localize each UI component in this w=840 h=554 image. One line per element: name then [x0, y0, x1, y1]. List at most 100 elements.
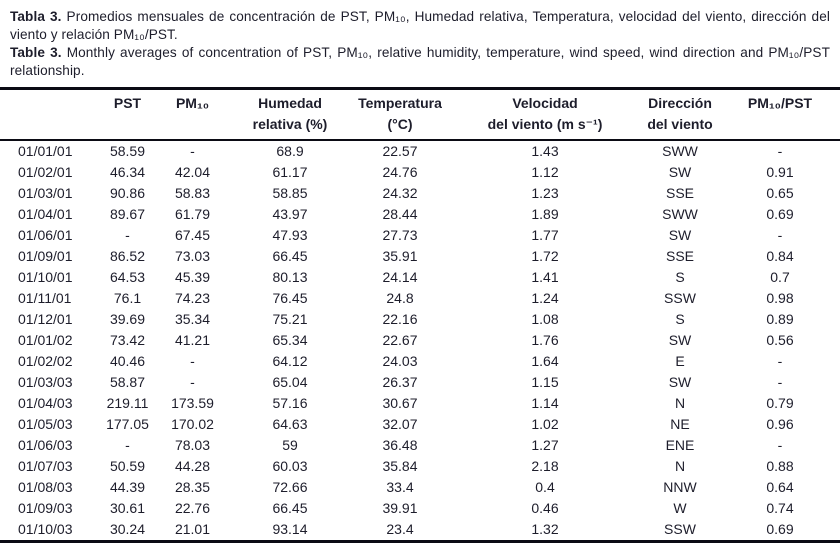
wind-speed-cell: 0.46: [531, 500, 559, 516]
caption-spanish: Tabla 3. Promedios mensuales de concentr…: [10, 0, 830, 44]
ratio-cell: 0.7: [770, 269, 790, 285]
table-row: 01/07/03 50.59 44.28 60.03 35.84 2.18 N …: [0, 456, 840, 477]
temperature-cell: 28.44: [382, 206, 418, 222]
date-cell: 01/03/03: [18, 374, 73, 390]
humidity-cell: 57.16: [272, 395, 308, 411]
temperature-cell: 24.8: [386, 290, 414, 306]
table-row: 01/02/01 46.34 42.04 61.17 24.76 1.12 SW…: [0, 162, 840, 183]
wind-speed-cell: 1.14: [531, 395, 559, 411]
pm10-cell: -: [190, 143, 195, 159]
date-cell: 01/06/03: [18, 437, 73, 453]
pst-cell: 40.46: [109, 353, 146, 369]
table-row: 01/11/01 76.1 74.23 76.45 24.8 1.24 SSW …: [0, 288, 840, 309]
wind-direction-cell: SSE: [665, 185, 694, 201]
table-row: 01/01/02 73.42 41.21 65.34 22.67 1.76 SW…: [0, 330, 840, 351]
pm10-cell: 61.79: [174, 206, 211, 222]
wind-direction-cell: N: [674, 458, 686, 474]
header-pst: PST: [100, 88, 155, 141]
header-wind-speed: Velocidad del viento (m s⁻¹): [450, 88, 640, 141]
temperature-cell: 32.07: [382, 416, 418, 432]
humidity-cell: 43.97: [272, 206, 308, 222]
pst-cell: 64.53: [109, 269, 146, 285]
wind-speed-cell: 1.77: [531, 227, 559, 243]
pst-cell: 30.61: [109, 500, 146, 516]
date-cell: 01/09/03: [18, 500, 73, 516]
temperature-cell: 35.91: [382, 248, 418, 264]
pm10-cell: 173.59: [171, 395, 214, 411]
pm10-cell: -: [190, 353, 195, 369]
humidity-cell: 59: [282, 437, 298, 453]
ratio-cell: 0.56: [766, 332, 794, 348]
header-date: [0, 88, 100, 141]
wind-speed-cell: 1.41: [531, 269, 559, 285]
date-cell: 01/05/03: [18, 416, 73, 432]
ratio-cell: 0.74: [766, 500, 794, 516]
pst-cell: 44.39: [109, 479, 146, 495]
table-row: 01/02/02 40.46 - 64.12 24.03 1.64 E -: [0, 351, 840, 372]
table-row: 01/03/01 90.86 58.83 58.85 24.32 1.23 SS…: [0, 183, 840, 204]
temperature-cell: 27.73: [382, 227, 418, 243]
pst-cell: -: [125, 227, 130, 243]
temperature-cell: 36.48: [382, 437, 418, 453]
humidity-cell: 64.63: [272, 416, 308, 432]
ratio-cell: 0.64: [766, 479, 794, 495]
table-row: 01/05/03 177.05 170.02 64.63 32.07 1.02 …: [0, 414, 840, 435]
table-row: 01/08/03 44.39 28.35 72.66 33.4 0.4 NNW …: [0, 477, 840, 498]
ratio-cell: 0.79: [766, 395, 794, 411]
wind-speed-cell: 1.08: [531, 311, 559, 327]
pst-cell: 90.86: [109, 185, 146, 201]
wind-direction-cell: SSE: [665, 248, 694, 264]
header-wind-direction: Dirección del viento: [640, 88, 720, 141]
wind-speed-cell: 1.02: [531, 416, 559, 432]
pm10-cell: 73.03: [174, 248, 211, 264]
temperature-cell: 33.4: [386, 479, 414, 495]
date-cell: 01/02/01: [18, 164, 73, 180]
humidity-cell: 76.45: [272, 290, 308, 306]
pst-cell: 86.52: [109, 248, 146, 264]
wind-direction-cell: SW: [668, 227, 692, 243]
humidity-cell: 66.45: [272, 500, 308, 516]
humidity-cell: 75.21: [272, 311, 308, 327]
ratio-cell: 0.69: [766, 206, 794, 222]
wind-speed-cell: 1.24: [531, 290, 559, 306]
pst-cell: 39.69: [109, 311, 146, 327]
wind-speed-cell: 1.89: [531, 206, 559, 222]
pst-cell: 30.24: [109, 521, 146, 537]
pm10-cell: 44.28: [174, 458, 211, 474]
pm10-cell: 78.03: [174, 437, 211, 453]
date-cell: 01/01/02: [18, 332, 73, 348]
temperature-cell: 24.76: [382, 164, 418, 180]
caption-english-label: Table 3.: [10, 45, 62, 60]
date-cell: 01/04/01: [18, 206, 73, 222]
wind-speed-cell: 1.12: [531, 164, 559, 180]
pm10-cell: 74.23: [174, 290, 211, 306]
ratio-cell: 0.96: [766, 416, 794, 432]
date-cell: 01/03/01: [18, 185, 73, 201]
wind-speed-cell: 1.72: [531, 248, 559, 264]
ratio-cell: 0.91: [766, 164, 794, 180]
table-row: 01/10/01 64.53 45.39 80.13 24.14 1.41 S …: [0, 267, 840, 288]
humidity-cell: 93.14: [272, 521, 308, 537]
pm10-cell: -: [190, 374, 195, 390]
humidity-cell: 66.45: [272, 248, 308, 264]
humidity-cell: 80.13: [272, 269, 308, 285]
date-cell: 01/09/01: [18, 248, 73, 264]
ratio-cell: -: [777, 437, 783, 453]
header-row: PST PM₁₀ Humedad relativa (%) Temperatur…: [0, 88, 840, 141]
wind-speed-cell: 1.15: [531, 374, 559, 390]
temperature-cell: 22.16: [382, 311, 418, 327]
data-table: PST PM₁₀ Humedad relativa (%) Temperatur…: [0, 87, 840, 543]
temperature-cell: 24.03: [382, 353, 418, 369]
ratio-cell: 0.88: [766, 458, 794, 474]
wind-speed-cell: 2.18: [531, 458, 559, 474]
pm10-cell: 67.45: [174, 227, 211, 243]
humidity-cell: 47.93: [272, 227, 308, 243]
date-cell: 01/06/01: [18, 227, 73, 243]
pm10-cell: 45.39: [174, 269, 211, 285]
header-pm10: PM₁₀: [155, 88, 230, 141]
ratio-cell: -: [777, 227, 783, 243]
table-row: 01/04/03 219.11 173.59 57.16 30.67 1.14 …: [0, 393, 840, 414]
date-cell: 01/01/01: [18, 143, 73, 159]
humidity-cell: 61.17: [272, 164, 308, 180]
wind-speed-cell: 1.27: [531, 437, 559, 453]
